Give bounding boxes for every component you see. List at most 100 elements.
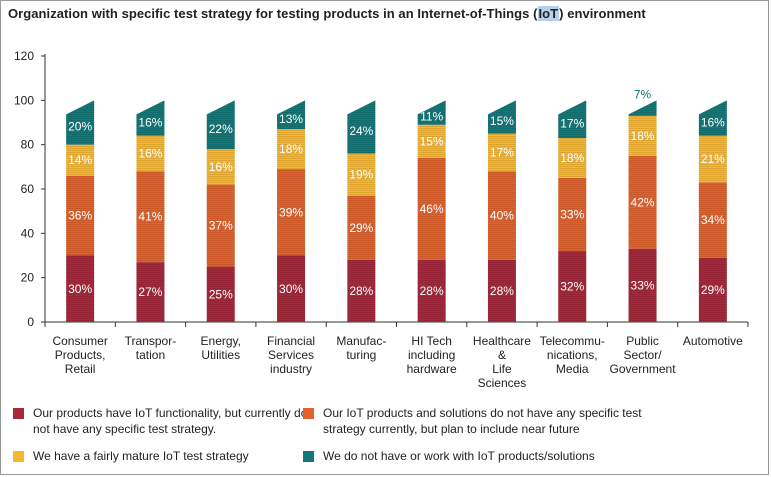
data-label: 28% xyxy=(420,284,444,298)
y-tick-label: 0 xyxy=(27,315,34,329)
data-label: 16% xyxy=(138,147,162,161)
legend-swatch xyxy=(13,408,24,419)
legend-swatch xyxy=(13,451,24,462)
data-label: 32% xyxy=(560,280,584,294)
bar-segment xyxy=(277,100,306,130)
x-tick-label: Automotive xyxy=(683,334,743,348)
bar-segment xyxy=(417,124,446,158)
data-label: 28% xyxy=(349,284,373,298)
bar-segment xyxy=(136,135,165,172)
x-tick-label: Sector/ xyxy=(624,348,663,362)
data-label: 30% xyxy=(279,282,303,296)
x-tick-label: Healthcare xyxy=(473,334,531,348)
y-tick-label: 40 xyxy=(21,226,35,240)
data-label: 18% xyxy=(560,151,584,165)
x-tick-label: Sciences xyxy=(478,376,527,390)
data-label: 16% xyxy=(701,115,725,129)
y-tick-label: 80 xyxy=(21,138,35,152)
x-tick-label: Consumer xyxy=(52,334,107,348)
bar-segment xyxy=(347,153,376,196)
data-label: 17% xyxy=(560,116,584,130)
bar-segment xyxy=(558,177,587,252)
chart-title: Organization with specific test strategy… xyxy=(8,6,646,21)
data-label: 41% xyxy=(138,210,162,224)
data-label: 25% xyxy=(209,287,233,301)
bar-segment xyxy=(66,100,95,145)
data-label: 29% xyxy=(701,283,725,297)
bar-segment xyxy=(628,248,657,322)
x-tick-label: tation xyxy=(136,348,165,362)
data-label: 24% xyxy=(349,124,373,138)
bar-segment xyxy=(558,100,587,139)
y-tick-label: 60 xyxy=(21,182,35,196)
data-label: 18% xyxy=(631,129,655,143)
data-label: 14% xyxy=(68,153,92,167)
bar-segment xyxy=(136,262,165,322)
x-tick-label: Energy, xyxy=(201,334,241,348)
bar-segment xyxy=(66,255,95,322)
bar-segment xyxy=(66,144,95,176)
data-label: 16% xyxy=(138,115,162,129)
data-label: 33% xyxy=(631,278,655,292)
data-label: 21% xyxy=(701,152,725,166)
data-label: 28% xyxy=(490,284,514,298)
x-tick-label: Financial xyxy=(267,334,315,348)
bar-segment xyxy=(66,175,95,256)
legend-label: We have a fairly mature IoT test strateg… xyxy=(33,449,249,463)
bar-segment xyxy=(698,182,727,258)
x-tick-label: & xyxy=(498,348,506,362)
bar-segment xyxy=(206,184,235,267)
x-tick-label: Services xyxy=(268,348,314,362)
bar-segment xyxy=(487,259,516,322)
data-label: 37% xyxy=(209,219,233,233)
x-tick-label: Telecommu- xyxy=(540,334,605,348)
x-tick-label: Government xyxy=(610,362,677,376)
bar-segment xyxy=(277,169,306,256)
legend-label: We do not have or work with IoT products… xyxy=(323,449,595,463)
x-tick-label: industry xyxy=(270,362,312,376)
bar-segment xyxy=(206,100,235,150)
bar-segment xyxy=(206,149,235,185)
data-label: 30% xyxy=(68,282,92,296)
bar-segment xyxy=(487,100,516,134)
x-tick-label: Media xyxy=(556,362,589,376)
legend-label: Our products have IoT functionality, but… xyxy=(33,406,308,436)
bar-segment xyxy=(417,100,446,125)
data-label: 13% xyxy=(279,112,303,126)
bar-segment xyxy=(698,257,727,322)
data-label: 16% xyxy=(209,160,233,174)
bar-segment xyxy=(347,100,376,154)
x-tick-label: Transpor- xyxy=(125,334,177,348)
bar-segment xyxy=(558,138,587,178)
data-label: 17% xyxy=(490,145,514,159)
y-tick-label: 20 xyxy=(21,271,35,285)
y-tick-label: 100 xyxy=(14,93,34,107)
bar-segment xyxy=(417,259,446,322)
bar-segment xyxy=(698,135,727,183)
bar-segment xyxy=(487,133,516,172)
y-tick-label: 120 xyxy=(14,49,34,63)
bar-segment xyxy=(487,171,516,260)
bar-segment xyxy=(628,115,657,156)
bar-segment xyxy=(628,100,657,116)
data-label: 29% xyxy=(349,221,373,235)
title-highlight: IoT xyxy=(537,6,560,21)
data-label: 18% xyxy=(279,142,303,156)
bar-segment xyxy=(347,259,376,322)
data-label: 20% xyxy=(68,120,92,134)
x-tick-label: Life xyxy=(492,362,512,376)
data-label: 40% xyxy=(490,209,514,223)
data-label: 19% xyxy=(349,168,373,182)
x-tick-label: nications, xyxy=(547,348,598,362)
bar-segment xyxy=(136,100,165,136)
bar-segment xyxy=(206,266,235,322)
x-tick-label: Utilities xyxy=(201,348,240,362)
x-tick-label: including xyxy=(408,348,455,362)
bar-segment xyxy=(347,195,376,260)
data-label: 27% xyxy=(138,285,162,299)
data-label: 11% xyxy=(420,110,443,124)
data-label: 15% xyxy=(420,134,444,148)
bar-segment xyxy=(136,171,165,263)
data-label: 46% xyxy=(420,202,444,216)
